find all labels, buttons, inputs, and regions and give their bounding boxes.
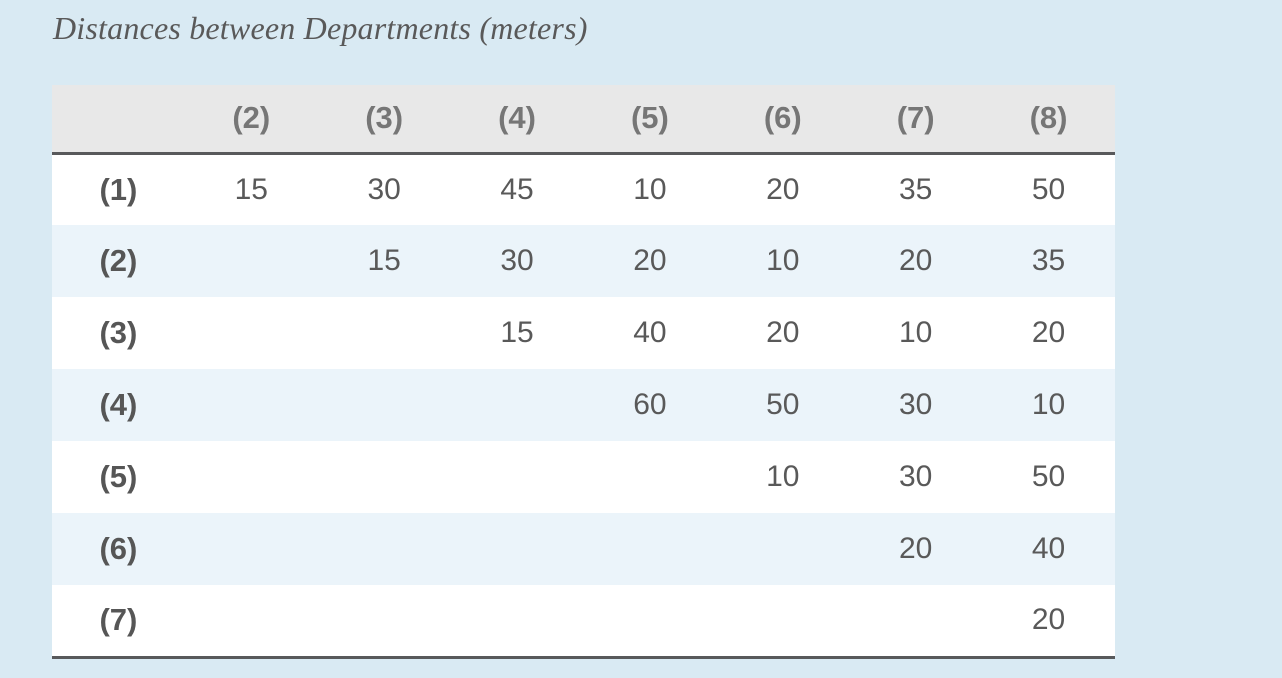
distance-cell — [318, 513, 451, 585]
table-row: (2) 15 30 20 10 20 35 — [52, 225, 1115, 297]
table-row: (3) 15 40 20 10 20 — [52, 297, 1115, 369]
table-header: (2) (3) (4) (5) (6) (7) (8) — [52, 85, 1115, 155]
column-header: (5) — [583, 85, 717, 155]
distance-cell: 15 — [367, 244, 401, 277]
table-row: (5) 10 30 50 — [52, 441, 1115, 513]
column-header: (3) — [317, 85, 451, 155]
distance-cell: 60 — [633, 388, 667, 421]
distance-cell: 10 — [1031, 388, 1066, 421]
distance-cell: 20 — [899, 244, 933, 277]
corner-cell — [52, 85, 185, 155]
distance-cell: 10 — [899, 316, 933, 349]
row-label: (6) — [99, 531, 138, 566]
distance-cell: 20 — [1031, 316, 1066, 349]
distance-cell — [318, 585, 451, 657]
distance-cell — [584, 513, 717, 585]
table-row: (6) 20 40 — [52, 513, 1115, 585]
table-row: (7) 20 — [52, 585, 1115, 657]
distance-cell: 40 — [1031, 532, 1066, 565]
distance-cell — [451, 513, 584, 585]
distance-cell — [185, 369, 318, 441]
distance-cell: 35 — [1031, 244, 1066, 277]
header-row: (2) (3) (4) (5) (6) (7) (8) — [52, 85, 1115, 155]
distance-cell — [584, 441, 717, 513]
distance-cell: 15 — [500, 316, 534, 349]
distance-cell — [451, 369, 584, 441]
distance-cell — [716, 585, 849, 657]
row-label: (5) — [99, 459, 138, 494]
distance-cell: 35 — [899, 172, 933, 206]
distance-cell — [716, 513, 849, 585]
distance-cell — [185, 441, 318, 513]
distance-cell: 50 — [1031, 460, 1066, 493]
distance-cell — [584, 585, 717, 657]
distance-cell: 10 — [766, 460, 800, 493]
distance-cell: 45 — [500, 172, 534, 206]
row-label: (2) — [99, 243, 138, 278]
distance-cell — [451, 441, 584, 513]
distance-cell: 50 — [766, 388, 800, 421]
column-header: (2) — [184, 85, 318, 155]
column-header: (4) — [450, 85, 584, 155]
column-header: (7) — [849, 85, 983, 155]
distance-cell: 20 — [899, 532, 933, 565]
distance-cell: 20 — [633, 244, 667, 277]
distance-cell: 30 — [899, 460, 933, 493]
distance-cell — [185, 585, 318, 657]
distance-cell: 30 — [899, 388, 933, 421]
distance-matrix-table: (2) (3) (4) (5) (6) (7) (8) (1) 15 30 45 10 20 35 50(… — [52, 85, 1115, 659]
row-label: (7) — [99, 602, 138, 638]
row-label: (3) — [99, 315, 138, 350]
distance-cell: 20 — [1031, 603, 1066, 637]
distance-cell — [185, 513, 318, 585]
distance-cell: 10 — [766, 244, 800, 277]
distance-cell: 20 — [766, 172, 800, 206]
distance-cell — [185, 225, 318, 297]
distance-cell: 20 — [766, 316, 800, 349]
column-header: (6) — [716, 85, 850, 155]
distance-cell — [318, 441, 451, 513]
distance-cell — [318, 369, 451, 441]
distance-cell — [185, 297, 318, 369]
row-label: (4) — [99, 387, 138, 422]
distance-cell — [849, 585, 982, 657]
distance-cell: 30 — [367, 172, 401, 206]
distance-cell: 10 — [633, 172, 667, 206]
distance-cell: 40 — [633, 316, 667, 349]
table-row: (4) 60 50 30 10 — [52, 369, 1115, 441]
distance-cell — [318, 297, 451, 369]
distance-cell — [451, 585, 584, 657]
table-row: (1) 15 30 45 10 20 35 50 — [52, 153, 1115, 225]
distance-cell: 15 — [234, 172, 268, 206]
table-body: (1) 15 30 45 10 20 35 50 (2) 15 30 20 10 20 35 (3) 15 40 2… — [52, 153, 1115, 657]
table-title: Distances between Departments (meters) — [53, 10, 588, 46]
column-header: (8) — [982, 85, 1115, 155]
distance-cell: 50 — [1031, 172, 1066, 206]
distance-cell: 30 — [500, 244, 534, 277]
row-label: (1) — [99, 171, 138, 207]
